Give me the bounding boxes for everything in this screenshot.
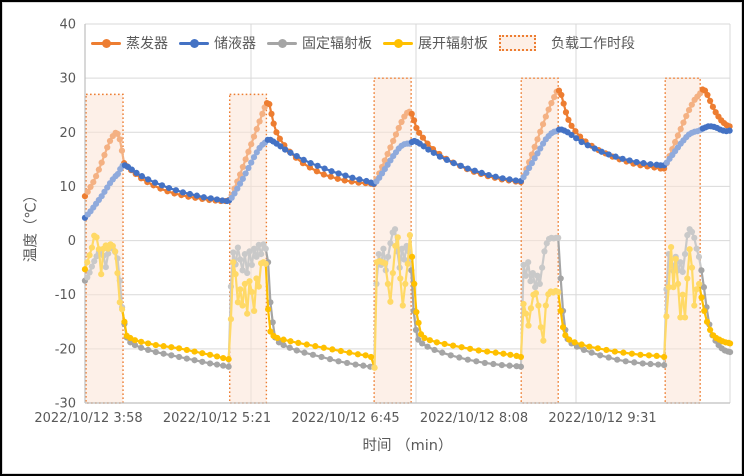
- y-tick-label: 30: [59, 72, 76, 87]
- series-deployed-radiator: [81, 232, 734, 371]
- chart-legend: 蒸发器 储液器 固定辐射板 展开辐射板 负载工作时段: [91, 32, 635, 54]
- accumulator-line-marker-icon: [179, 38, 209, 48]
- load-period-swatch-icon: [499, 35, 536, 51]
- x-axis-title: 时间 （min）: [362, 438, 453, 454]
- legend-item-accumulator: 储液器: [179, 33, 256, 53]
- y-tick-label: 20: [59, 126, 76, 141]
- deployed-radiator-line-marker-icon: [383, 38, 413, 48]
- x-tick-label: 2022/10/12 6:45: [291, 411, 399, 426]
- y-tick-label: -30: [55, 397, 76, 412]
- legend-item-load-period: 负载工作时段: [499, 33, 635, 53]
- legend-label: 负载工作时段: [551, 36, 635, 52]
- y-tick-label: 0: [68, 234, 76, 249]
- y-tick-label: 10: [59, 180, 76, 195]
- legend-item-evaporator: 蒸发器: [91, 33, 168, 53]
- y-tick-label: -20: [55, 342, 76, 357]
- x-tick-label: 2022/10/12 3:58: [34, 411, 142, 426]
- y-tick-label: -10: [55, 288, 76, 303]
- x-tick-label: 2022/10/12 8:08: [420, 411, 528, 426]
- y-tick-label: 40: [59, 18, 76, 33]
- legend-label: 展开辐射板: [418, 36, 488, 52]
- evaporator-line-marker-icon: [91, 38, 121, 48]
- legend-label: 储液器: [214, 36, 256, 52]
- x-tick-label: 2022/10/12 9:31: [548, 411, 656, 426]
- series-accumulator: [81, 123, 733, 221]
- y-axis-title: 温度（℃）: [23, 187, 40, 263]
- legend-label: 蒸发器: [126, 36, 168, 52]
- legend-item-deployed-radiator: 展开辐射板: [383, 33, 488, 53]
- x-tick-label: 2022/10/12 5:21: [163, 411, 271, 426]
- legend-item-fixed-radiator: 固定辐射板: [267, 33, 372, 53]
- legend-label: 固定辐射板: [302, 36, 372, 52]
- fixed-radiator-line-marker-icon: [267, 38, 297, 48]
